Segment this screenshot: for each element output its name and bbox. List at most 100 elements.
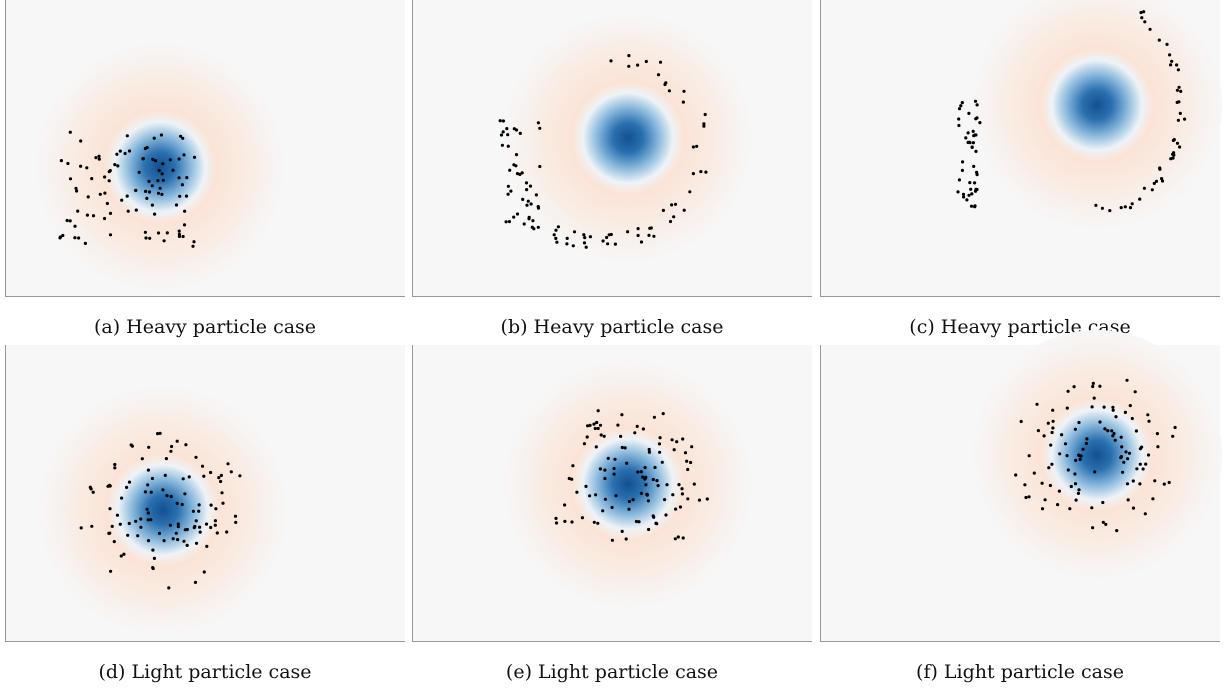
- particle: [677, 483, 681, 487]
- particle: [97, 154, 101, 158]
- particle: [653, 465, 657, 470]
- particle: [624, 537, 628, 541]
- particle: [612, 472, 616, 476]
- particle: [102, 216, 107, 221]
- particle: [512, 127, 516, 131]
- particle: [157, 531, 162, 535]
- particle: [1128, 404, 1132, 408]
- particle: [973, 99, 978, 103]
- particle: [527, 215, 531, 219]
- particle: [1072, 385, 1076, 389]
- particle: [532, 227, 536, 231]
- particle: [1157, 38, 1161, 42]
- particle: [686, 497, 690, 501]
- particle: [171, 537, 175, 541]
- particle: [663, 498, 667, 502]
- particle: [1176, 118, 1180, 122]
- particle: [161, 488, 165, 492]
- particle: [209, 525, 213, 530]
- particle: [619, 434, 623, 438]
- particle: [588, 494, 592, 498]
- particle: [1124, 450, 1128, 454]
- particle: [1074, 458, 1078, 462]
- particle: [1051, 408, 1055, 412]
- particle: [521, 197, 525, 201]
- particle: [570, 477, 574, 481]
- particle: [202, 474, 206, 478]
- field: [38, 385, 288, 635]
- particle: [514, 153, 519, 157]
- particle: [1130, 202, 1134, 206]
- particle: [661, 412, 665, 416]
- particle: [180, 502, 184, 507]
- particle: [107, 170, 111, 174]
- panel-border: [412, 345, 812, 642]
- particle: [143, 230, 147, 234]
- particle: [1131, 479, 1135, 483]
- particle: [108, 507, 112, 511]
- particle: [1110, 429, 1114, 433]
- particle: [1101, 520, 1105, 524]
- particle: [1049, 443, 1053, 447]
- particle: [531, 219, 535, 223]
- particle: [1111, 405, 1115, 409]
- particle: [613, 242, 617, 246]
- particle: [536, 225, 540, 229]
- particle: [634, 519, 638, 524]
- particle: [113, 163, 117, 167]
- particle: [129, 443, 133, 447]
- particle: [200, 464, 205, 468]
- particle: [141, 157, 145, 161]
- particle: [134, 188, 138, 192]
- particle: [633, 431, 637, 435]
- particle: [670, 203, 674, 207]
- particle: [115, 513, 119, 517]
- particle: [1176, 68, 1180, 72]
- particle: [652, 234, 656, 238]
- particle: [113, 462, 117, 467]
- particle: [214, 507, 218, 511]
- particle: [506, 144, 510, 148]
- particle: [1027, 454, 1031, 458]
- particle: [643, 466, 647, 470]
- particle: [1091, 526, 1095, 530]
- particle: [673, 537, 677, 541]
- particle: [209, 470, 213, 475]
- particle: [153, 212, 157, 216]
- particle: [603, 497, 607, 501]
- particle: [599, 433, 603, 437]
- particle: [154, 159, 158, 163]
- particle: [678, 505, 682, 509]
- particle: [146, 483, 150, 487]
- particle: [602, 434, 606, 438]
- particle: [1077, 488, 1081, 492]
- particle: [139, 525, 143, 529]
- particle: [160, 192, 164, 196]
- particle: [1043, 498, 1047, 502]
- particle: [1077, 420, 1081, 425]
- particle: [1093, 470, 1097, 474]
- particle: [1091, 384, 1095, 389]
- particle: [1138, 482, 1142, 486]
- particle: [1175, 88, 1179, 92]
- particle: [109, 569, 113, 573]
- particle: [170, 444, 174, 449]
- particle: [960, 101, 964, 105]
- particle: [1127, 451, 1132, 455]
- particle: [968, 181, 972, 185]
- particle: [703, 112, 707, 117]
- particle: [146, 468, 150, 472]
- particle: [627, 54, 631, 58]
- particle: [1051, 419, 1055, 423]
- particle: [205, 544, 209, 548]
- particle: [145, 507, 149, 511]
- particle: [74, 186, 78, 190]
- particle: [176, 522, 180, 526]
- particle: [1104, 522, 1108, 526]
- particle: [704, 170, 708, 174]
- particle: [147, 179, 151, 183]
- particle: [705, 497, 709, 501]
- particle: [690, 445, 694, 449]
- field: [972, 0, 1222, 230]
- particle: [534, 193, 538, 197]
